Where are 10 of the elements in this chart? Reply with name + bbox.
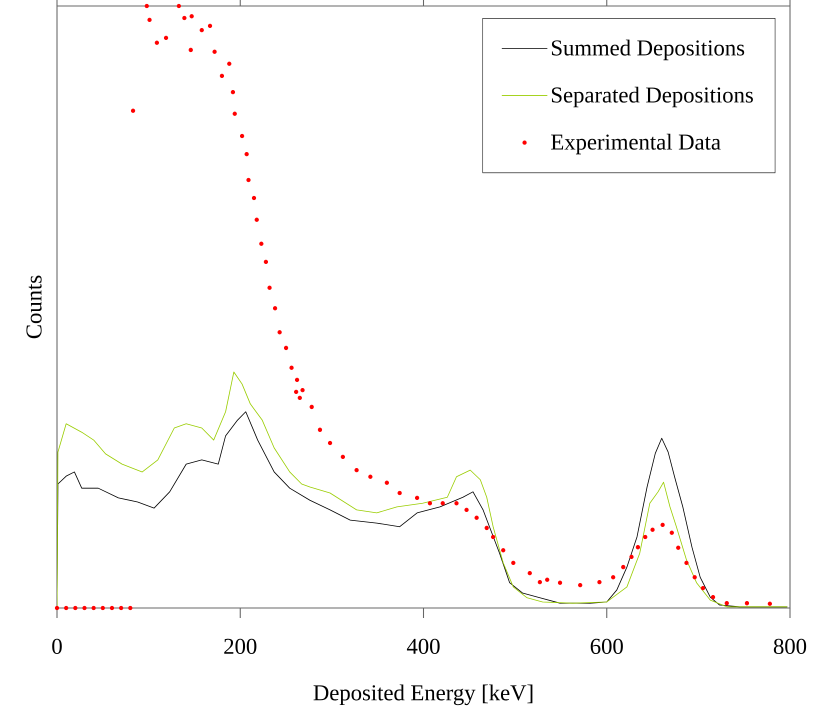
x-tick-label: 0 (52, 638, 62, 654)
x-tick-label: 800 (774, 638, 806, 654)
legend-label: Summed Depositions (552, 40, 744, 60)
x-tick-label: 200 (224, 638, 256, 654)
legend-label: Experimental Data (551, 134, 721, 154)
x-axis-title: Deposited Energy [keV] (314, 684, 532, 706)
x-tick-label: 600 (590, 638, 623, 654)
y-axis-title: Counts (26, 276, 42, 338)
legend-label: Separated Depositions (552, 86, 753, 108)
x-tick-label: 400 (406, 638, 440, 654)
